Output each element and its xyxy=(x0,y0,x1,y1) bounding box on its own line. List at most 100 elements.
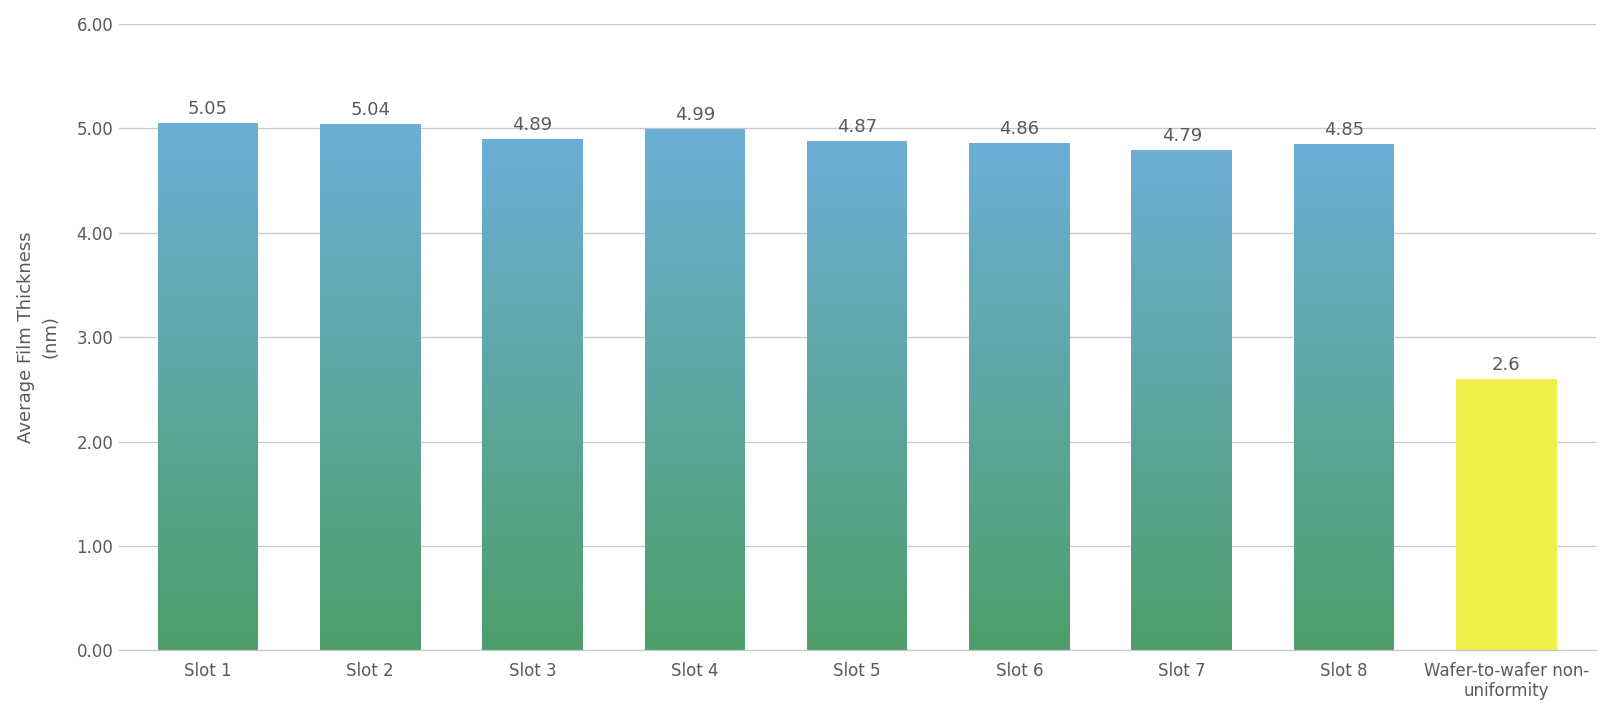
Bar xyxy=(806,569,908,571)
Bar xyxy=(806,367,908,369)
Bar xyxy=(321,305,421,306)
Bar xyxy=(482,470,583,472)
Bar xyxy=(970,609,1070,612)
Bar xyxy=(806,508,908,510)
Bar xyxy=(970,525,1070,527)
Bar xyxy=(644,555,745,556)
Bar xyxy=(321,554,421,556)
Bar xyxy=(321,348,421,351)
Bar xyxy=(1132,600,1232,602)
Bar xyxy=(482,163,583,165)
Bar xyxy=(482,492,583,494)
Bar xyxy=(970,500,1070,501)
Bar xyxy=(644,645,745,647)
Bar xyxy=(970,391,1070,393)
Bar xyxy=(806,227,908,228)
Bar xyxy=(1132,435,1232,437)
Bar xyxy=(806,408,908,409)
Bar xyxy=(806,391,908,393)
Bar xyxy=(482,233,583,235)
Bar xyxy=(157,305,259,308)
Bar xyxy=(157,123,259,125)
Bar xyxy=(644,191,745,194)
Bar xyxy=(482,472,583,473)
Bar xyxy=(321,248,421,250)
Bar xyxy=(157,430,259,432)
Bar xyxy=(157,576,259,579)
Bar xyxy=(1294,380,1394,382)
Bar xyxy=(157,227,259,229)
Bar xyxy=(644,148,745,150)
Bar xyxy=(1132,545,1232,547)
Bar xyxy=(1294,252,1394,254)
Bar xyxy=(1294,415,1394,417)
Bar xyxy=(482,497,583,499)
Bar xyxy=(321,407,421,408)
Bar xyxy=(321,295,421,298)
Bar xyxy=(644,266,745,268)
Bar xyxy=(644,487,745,489)
Bar xyxy=(1132,391,1232,394)
Bar xyxy=(970,356,1070,358)
Bar xyxy=(970,532,1070,533)
Bar xyxy=(806,309,908,311)
Bar xyxy=(1294,223,1394,225)
Bar xyxy=(321,645,421,647)
Bar xyxy=(970,455,1070,457)
Bar xyxy=(1294,554,1394,556)
Bar xyxy=(482,301,583,303)
Bar xyxy=(321,640,421,642)
Bar xyxy=(1294,258,1394,260)
Bar xyxy=(806,450,908,452)
Bar xyxy=(806,340,908,342)
Bar xyxy=(644,581,745,583)
Bar xyxy=(321,489,421,490)
Bar xyxy=(482,458,583,460)
Bar xyxy=(321,608,421,610)
Bar xyxy=(321,169,421,171)
Bar xyxy=(321,373,421,375)
Bar xyxy=(1132,493,1232,495)
Bar xyxy=(1294,471,1394,473)
Bar xyxy=(1132,495,1232,497)
Text: 4.89: 4.89 xyxy=(513,116,552,134)
Bar xyxy=(1132,447,1232,449)
Bar xyxy=(970,283,1070,285)
Bar xyxy=(1132,498,1232,500)
Bar xyxy=(806,454,908,455)
Bar xyxy=(157,499,259,501)
Bar xyxy=(644,630,745,631)
Bar xyxy=(1294,201,1394,203)
Bar xyxy=(1294,355,1394,356)
Bar xyxy=(806,233,908,235)
Bar xyxy=(1132,535,1232,537)
Bar xyxy=(1132,210,1232,212)
Bar xyxy=(321,435,421,437)
Bar xyxy=(1132,307,1232,308)
Bar xyxy=(321,380,421,382)
Text: 4.79: 4.79 xyxy=(1161,127,1201,145)
Bar xyxy=(970,588,1070,589)
Bar xyxy=(806,348,908,351)
Bar xyxy=(157,518,259,521)
Bar xyxy=(806,259,908,260)
Bar xyxy=(1132,230,1232,232)
Bar xyxy=(157,131,259,133)
Bar xyxy=(1294,645,1394,647)
Bar xyxy=(806,345,908,347)
Bar xyxy=(1132,175,1232,177)
Bar xyxy=(644,593,745,595)
Bar xyxy=(1132,275,1232,277)
Bar xyxy=(1294,593,1394,594)
Bar xyxy=(970,400,1070,402)
Bar xyxy=(970,247,1070,250)
Bar xyxy=(1294,181,1394,183)
Bar xyxy=(321,575,421,576)
Bar xyxy=(321,522,421,524)
Bar xyxy=(482,243,583,245)
Bar xyxy=(644,209,745,211)
Bar xyxy=(157,369,259,371)
Bar xyxy=(806,510,908,511)
Bar xyxy=(321,477,421,478)
Bar xyxy=(806,447,908,449)
